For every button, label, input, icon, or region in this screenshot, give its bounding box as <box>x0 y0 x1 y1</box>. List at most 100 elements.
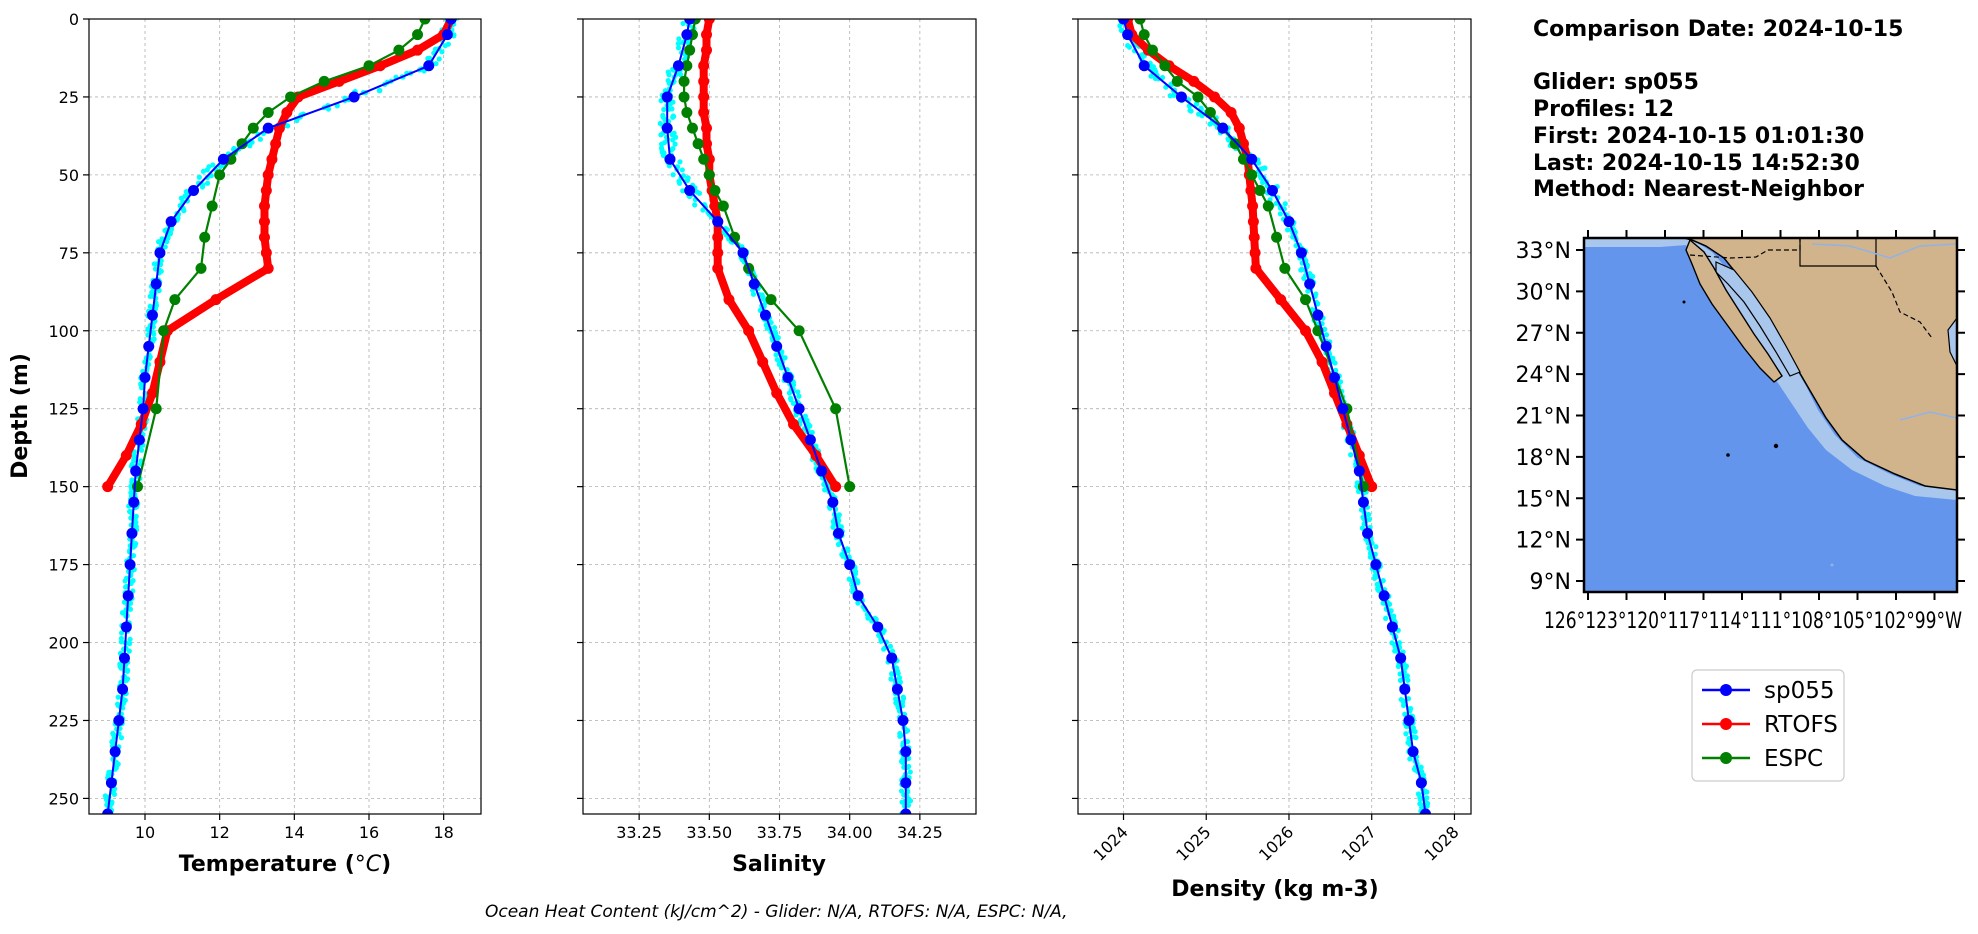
glider-scatter-point <box>109 738 116 744</box>
y-tick-label: 50 <box>59 166 79 185</box>
series-point-espc <box>262 107 274 119</box>
series-point-sp055 <box>124 559 136 571</box>
glider-scatter-point <box>1380 578 1386 584</box>
series-point-sp055 <box>661 122 673 134</box>
glider-scatter-point <box>153 261 159 267</box>
glider-scatter-point <box>1424 803 1430 809</box>
series-point-espc <box>1171 75 1183 87</box>
series-point-sp055 <box>681 29 693 41</box>
series-point-sp055 <box>664 153 676 165</box>
series-point-espc <box>1237 153 1249 165</box>
series-point-sp055 <box>1283 216 1295 228</box>
glider-scatter-point <box>776 360 783 367</box>
x-tick-label: 1028 <box>1420 822 1462 864</box>
series-point-espc <box>169 294 181 306</box>
glider-scatter-point <box>1372 574 1378 580</box>
profile-count: Profiles: 12 <box>1533 97 1674 122</box>
glider-scatter-point <box>830 518 836 525</box>
glider-scatter-point <box>376 88 382 94</box>
series-point-sp055 <box>423 60 435 72</box>
glider-scatter-point <box>806 423 812 430</box>
series-point-rtofs <box>146 387 158 399</box>
last-time: Last: 2024-10-15 14:52:30 <box>1533 151 1860 176</box>
series-point-sp055 <box>816 465 828 477</box>
glider-scatter-point <box>670 146 676 152</box>
series-point-rtofs <box>1366 481 1378 493</box>
series-point-sp055 <box>672 60 684 72</box>
glider-scatter-point <box>896 675 902 681</box>
series-point-rtofs <box>1250 262 1262 274</box>
series-point-sp055 <box>150 278 162 290</box>
glider-scatter-point <box>878 638 884 644</box>
series-point-espc <box>793 325 805 337</box>
glider-scatter-point <box>247 143 253 149</box>
x-tick-label: 34.00 <box>827 823 873 842</box>
method: Method: Nearest-Neighbor <box>1533 177 1864 202</box>
series-point-rtofs <box>703 19 715 25</box>
y-tick-label: 175 <box>48 556 79 575</box>
y-tick-label: 75 <box>59 244 79 263</box>
glider-scatter-point <box>1423 788 1429 795</box>
glider-scatter-point <box>105 772 111 778</box>
glider-scatter-point <box>1405 677 1411 683</box>
series-point-espc <box>703 169 715 181</box>
glider-scatter-point <box>1366 511 1372 518</box>
plot-area <box>1116 19 1431 814</box>
series-point-espc <box>686 122 698 134</box>
glider-scatter-point <box>676 178 682 184</box>
glider-scatter-point <box>1400 698 1406 704</box>
series-point-rtofs <box>262 169 274 181</box>
glider-scatter-point <box>1194 101 1200 107</box>
glider-scatter-point <box>1284 227 1291 233</box>
glider-scatter-point <box>127 636 133 642</box>
series-espc <box>678 19 856 493</box>
series-point-sp055 <box>1122 29 1134 41</box>
x-tick-label: 1025 <box>1172 822 1214 864</box>
x-tick-label: 34.25 <box>897 823 943 842</box>
series-point-rtofs <box>701 122 713 134</box>
glider-scatter-point <box>1383 615 1389 621</box>
legend-items: sp055 RTOFS ESPC <box>1702 678 1838 772</box>
series-point-sp055 <box>1175 91 1187 103</box>
series-point-sp055 <box>1403 714 1415 726</box>
glider-scatter-point <box>880 646 887 652</box>
river <box>1811 243 1957 259</box>
map-lat-label: 18°N <box>1516 446 1571 471</box>
series-point-sp055 <box>1320 340 1332 352</box>
glider-scatter-point <box>905 802 912 808</box>
series-point-sp055 <box>122 590 134 602</box>
series-point-sp055 <box>1353 465 1365 477</box>
glider-scatter-point <box>1367 554 1373 560</box>
glider-scatter-point <box>175 215 181 221</box>
glider-scatter-point <box>1305 288 1311 294</box>
series-point-espc <box>419 19 431 25</box>
series-point-espc <box>236 138 248 150</box>
glider-scatter-point <box>204 180 211 186</box>
series-point-sp055 <box>1312 309 1324 321</box>
glider-scatter-point <box>1417 794 1423 800</box>
series-point-espc <box>844 481 856 493</box>
glider-scatter-point <box>672 141 678 147</box>
glider-scatter-point <box>325 106 332 112</box>
series-point-sp055 <box>1395 652 1407 664</box>
series-point-espc <box>214 169 226 181</box>
series-point-espc <box>1138 29 1150 41</box>
series-point-sp055 <box>1370 559 1382 571</box>
river-south <box>1899 411 1957 421</box>
series-point-espc <box>206 200 218 212</box>
series-point-sp055 <box>348 91 360 103</box>
mainland-mexico <box>1683 238 1957 491</box>
series-point-rtofs <box>712 231 724 243</box>
glider-scatter-point <box>1198 105 1204 111</box>
glider-scatter-point <box>658 145 665 151</box>
series-point-espc <box>681 107 693 119</box>
series-point-espc <box>692 138 704 150</box>
ohc-footer: Ocean Heat Content (kJ/cm^2) - Glider: N… <box>485 902 1068 922</box>
series-point-rtofs <box>712 247 724 259</box>
glider-scatter-point <box>790 400 797 407</box>
series-point-rtofs <box>698 75 710 87</box>
glider-scatter-point <box>1412 729 1418 735</box>
series-point-sp055 <box>109 746 121 758</box>
y-tick-label: 250 <box>48 789 79 808</box>
glider-scatter-point <box>151 331 157 337</box>
